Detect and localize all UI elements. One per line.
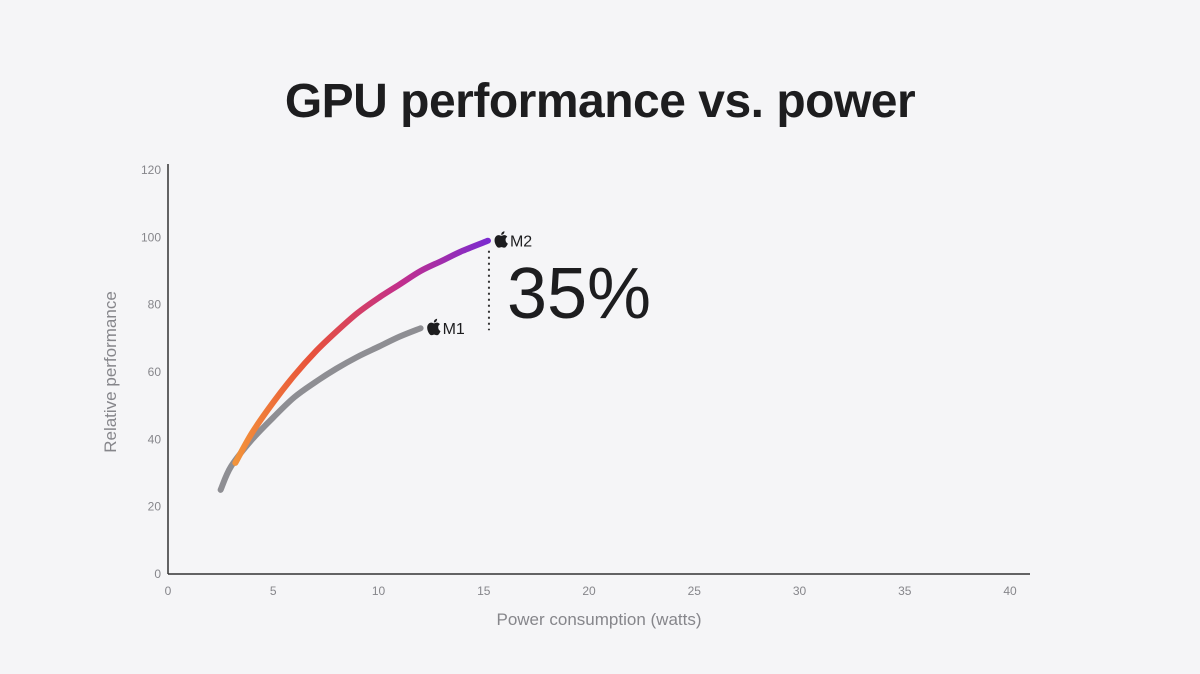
- y-axis-title: Relative performance: [101, 291, 120, 453]
- x-tick-label: 0: [165, 584, 172, 598]
- y-tick-label: 20: [148, 500, 162, 514]
- x-tick-label: 35: [898, 584, 912, 598]
- series-label-m2: M2: [510, 234, 532, 251]
- y-tick-label: 0: [154, 567, 161, 581]
- x-tick-label: 15: [477, 584, 491, 598]
- x-tick-label: 5: [270, 584, 277, 598]
- y-tick-label: 60: [148, 365, 162, 379]
- apple-logo-icon: [494, 231, 508, 248]
- x-tick-label: 20: [582, 584, 596, 598]
- x-tick-label: 10: [372, 584, 386, 598]
- series-line-m1: [217, 325, 424, 493]
- chart-title: GPU performance vs. power: [284, 75, 916, 128]
- x-tick-label: 30: [793, 584, 807, 598]
- series-line-m2: [232, 237, 491, 466]
- y-tick-label: 120: [141, 163, 161, 177]
- x-axis-title: Power consumption (watts): [496, 610, 701, 629]
- series-label-m1: M1: [443, 321, 465, 338]
- y-tick-label: 100: [141, 230, 161, 244]
- y-tick-label: 40: [148, 432, 162, 446]
- apple-logo-icon: [427, 318, 441, 336]
- difference-percentage: 35%: [507, 254, 651, 334]
- y-tick-label: 80: [148, 298, 162, 312]
- x-tick-label: 25: [688, 584, 702, 598]
- x-tick-label: 40: [1003, 584, 1017, 598]
